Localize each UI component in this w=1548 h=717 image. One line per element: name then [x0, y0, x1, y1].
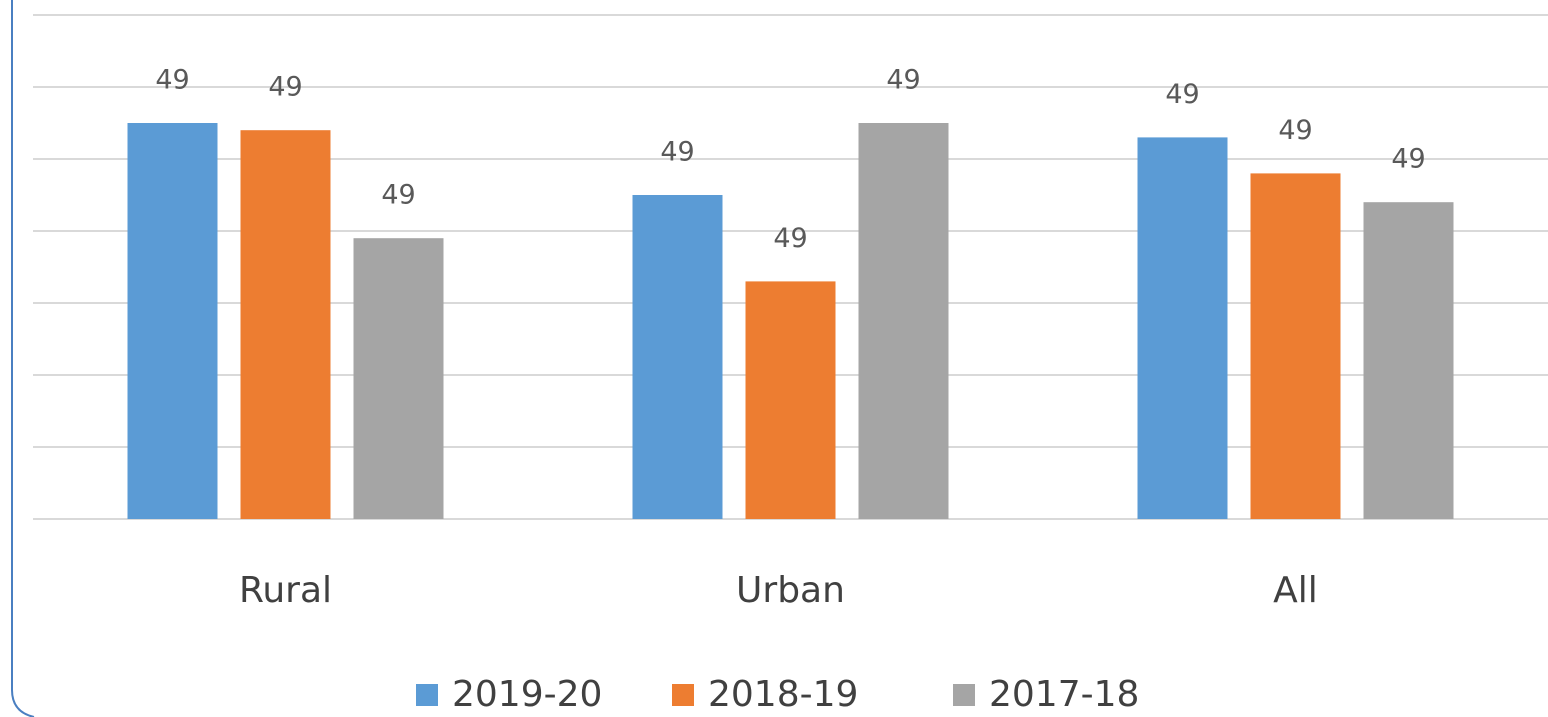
data-label: 49 — [268, 72, 302, 103]
bar — [745, 281, 836, 519]
legend-swatch — [416, 684, 438, 706]
data-label: 49 — [1391, 144, 1425, 175]
bar — [858, 123, 949, 519]
legend-label: 2017-18 — [989, 674, 1139, 715]
x-tick-label: Rural — [239, 570, 332, 611]
data-label: 49 — [886, 65, 920, 96]
data-label: 49 — [155, 65, 189, 96]
data-label: 49 — [381, 180, 415, 211]
legend-label: 2019-20 — [452, 674, 602, 715]
x-tick-label: Urban — [736, 570, 845, 611]
data-label: 49 — [1278, 115, 1312, 146]
x-tick-label: All — [1273, 570, 1318, 611]
bar — [1137, 137, 1228, 519]
legend-label: 2018-19 — [708, 674, 858, 715]
bar — [353, 238, 444, 519]
bar — [632, 195, 723, 519]
data-label: 49 — [1165, 79, 1199, 110]
data-label: 49 — [660, 137, 694, 168]
bar — [1363, 202, 1454, 519]
legend-swatch — [953, 684, 975, 706]
frame-border — [11, 0, 35, 717]
legend-swatch — [672, 684, 694, 706]
bar — [240, 130, 331, 519]
data-label: 49 — [773, 223, 807, 254]
bar — [1250, 173, 1341, 519]
bar — [127, 123, 218, 519]
